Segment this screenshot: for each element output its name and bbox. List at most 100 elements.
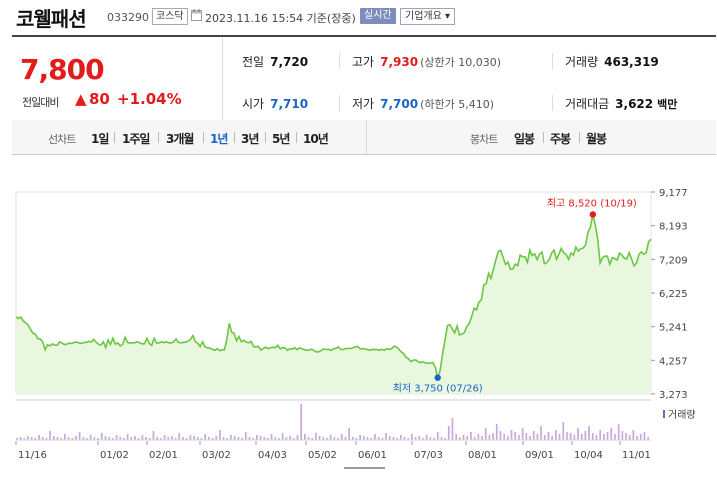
volume-bar (414, 437, 417, 440)
volume-bar (304, 434, 306, 440)
volume-bar (403, 437, 406, 440)
volume-bar (451, 418, 454, 440)
volume-bar (97, 438, 99, 440)
volume-bar (178, 433, 181, 440)
volume-bar (134, 436, 136, 440)
tab-weekly[interactable]: 주봉 (550, 132, 571, 146)
volume-bar (230, 435, 232, 440)
divider (158, 132, 159, 143)
volume-bar (636, 436, 638, 440)
volume-bar (614, 434, 616, 440)
volume: 거래량 463,319 (565, 53, 659, 70)
volume-bar (577, 428, 579, 440)
volume-bar (555, 430, 557, 440)
min-label: 최저 3,750 (07/26) (393, 383, 483, 395)
volume-bar (543, 435, 546, 440)
volume-bar (145, 437, 147, 440)
tab-1d[interactable]: 1일 (91, 132, 109, 146)
volume-value: 463,319 (604, 55, 659, 69)
stock-header: 코웰패션 033290 코스닥 2023.11.16 15:54 기준(장중) … (0, 0, 717, 34)
price-chart[interactable]: 9,177 8,193 7,209 6,225 5,241 4,257 3,273 최고 8,… (0, 176, 717, 488)
volume-bar (311, 438, 313, 440)
volume-bar (429, 437, 432, 440)
volume-bar (562, 422, 565, 440)
volume-bar (566, 432, 568, 440)
volume-bar (211, 438, 214, 440)
quote-panel: 7,800 전일대비 ▲ 80 +1.04% 전일 7,720 고가 7,930 (상… (12, 35, 716, 122)
volume-bar (130, 437, 133, 440)
open-price: 시가 7,710 (242, 95, 308, 112)
volume-bar (551, 436, 553, 440)
volume-bar (632, 430, 635, 440)
volume-bar (30, 437, 33, 440)
lower-limit: (하한가 5,410) (420, 98, 494, 111)
up-arrow-icon: ▲ (75, 90, 87, 108)
volume-bar (529, 436, 531, 440)
tab-daily[interactable]: 일봉 (514, 132, 535, 146)
volume-bar (525, 433, 528, 440)
volume-bar (532, 431, 535, 440)
volume-bar (499, 431, 502, 440)
volume-bar (219, 430, 221, 440)
volume-bar (226, 438, 229, 440)
volume-bar (241, 438, 243, 440)
x-tick-label: 01/02 (100, 450, 129, 461)
volume-bar (455, 434, 457, 440)
volume-bar (481, 436, 483, 440)
y-tick-label: 8,193 (659, 222, 688, 233)
volume-bar (510, 430, 513, 440)
volume-bar (244, 432, 247, 440)
tab-1w[interactable]: 1주일 (122, 132, 150, 146)
open-label: 시가 (242, 97, 265, 111)
volume-bar (64, 434, 66, 440)
volume-bar (558, 434, 561, 440)
volume-bar (628, 435, 631, 440)
x-tick-label: 11/01 (622, 450, 651, 461)
y-tick-label: 4,257 (659, 356, 688, 367)
volume-bar (19, 437, 22, 440)
volume-bar (518, 435, 520, 440)
volume-bar (189, 435, 192, 440)
volume-bar (418, 436, 421, 440)
volume-bar (495, 424, 498, 440)
tab-monthly[interactable]: 월봉 (586, 132, 607, 146)
volume-bar (591, 433, 594, 440)
volume-bar (447, 426, 450, 440)
volume-bar (340, 434, 343, 440)
volume-bar (270, 434, 273, 440)
volume-bar (422, 438, 424, 440)
realtime-button[interactable]: 실시간 (360, 8, 396, 24)
volume-bar (171, 436, 173, 440)
tab-3y[interactable]: 3년 (241, 132, 259, 146)
tab-5y[interactable]: 5년 (272, 132, 290, 146)
volume-bar (123, 438, 125, 440)
prev-close-value: 7,720 (270, 55, 309, 69)
volume-bar (407, 438, 409, 440)
volume-bar (606, 432, 609, 440)
volume-bar (222, 437, 225, 440)
divider (339, 95, 340, 111)
price-area (16, 214, 651, 394)
volume-bar (595, 435, 598, 440)
volume-bar (639, 434, 642, 440)
volume-bar (492, 433, 494, 440)
volume-bar (322, 437, 325, 440)
divider (203, 132, 204, 143)
volume-bar (296, 435, 299, 440)
volume-bar (119, 437, 122, 440)
company-info-dropdown[interactable]: 기업개요 ▾ (400, 8, 455, 25)
tab-10y[interactable]: 10년 (303, 132, 329, 146)
volume-bar (160, 438, 162, 440)
volume-bar (344, 437, 347, 440)
volume-bar (599, 430, 601, 440)
volume-bar (281, 433, 284, 440)
volume-bar (436, 432, 439, 440)
tab-1y[interactable]: 1년 (210, 132, 228, 146)
volume-bar (292, 438, 295, 440)
period-tabs: 선차트 1일 1주일 3개월 1년 3년 5년 10년 봉차트 일봉 주봉 월봉 (12, 120, 716, 155)
tab-3m[interactable]: 3개월 (166, 132, 194, 146)
volume-bar (204, 434, 206, 440)
volume-bar (60, 438, 62, 440)
volume-bar (104, 436, 107, 440)
volume-bar (174, 438, 177, 440)
